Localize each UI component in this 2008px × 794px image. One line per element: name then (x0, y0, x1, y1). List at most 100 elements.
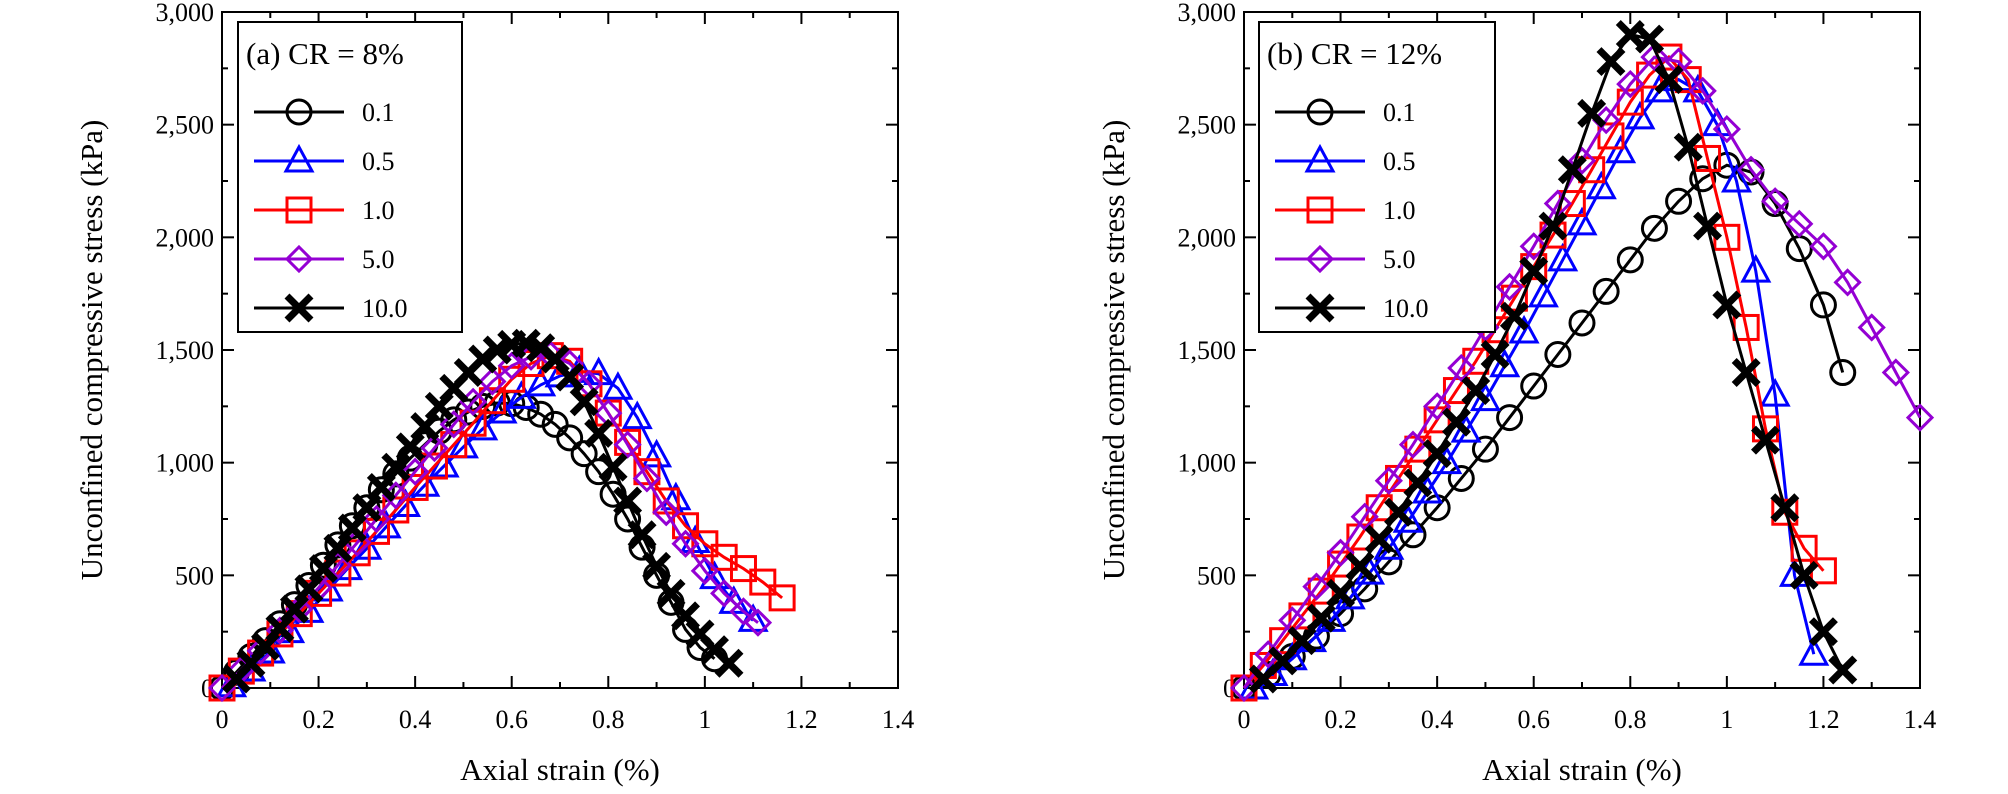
data-point (468, 344, 498, 374)
legend-label: 5.0 (362, 245, 395, 274)
data-point (1828, 655, 1858, 685)
data-point (627, 520, 657, 550)
data-point (690, 556, 719, 585)
chart-panel-a: 0 0.2 0.4 0.6 0.8 1 1.2 1.405001,0001,5002,0002… (74, 0, 914, 787)
data-point (1403, 468, 1433, 498)
y-axis-title: Unconfined compressive stress (kPa) (74, 120, 109, 581)
data-point (1857, 313, 1886, 342)
data-point (614, 428, 642, 456)
x-axis-title: Axial strain (%) (1482, 752, 1682, 787)
legend-label: 5.0 (1383, 245, 1416, 274)
x-tick-label: 0.6 (495, 705, 528, 734)
data-point (1422, 439, 1452, 469)
data-point (1350, 502, 1379, 531)
data-point (1751, 425, 1780, 455)
data-point (1881, 358, 1910, 387)
data-point (642, 551, 672, 581)
data-point (1441, 407, 1471, 437)
legend-marker (1306, 98, 1334, 126)
data-point (1720, 163, 1753, 193)
x-tick-label: 0.2 (1324, 705, 1357, 734)
data-point (1326, 578, 1356, 608)
data-point (1771, 498, 1799, 526)
data-point (1693, 211, 1723, 241)
data-point (1480, 340, 1510, 369)
data-point (1596, 47, 1626, 77)
data-point (1761, 187, 1790, 216)
data-point (1731, 358, 1761, 388)
data-point (1833, 268, 1862, 297)
data-point (555, 362, 585, 392)
legend-marker (284, 293, 314, 323)
data-point (410, 412, 440, 442)
data-point (381, 452, 411, 482)
data-point (1269, 627, 1297, 655)
data-point (1740, 253, 1772, 283)
legend-marker (284, 244, 314, 274)
legend-marker (1305, 293, 1335, 323)
x-tick-label: 1 (698, 705, 711, 734)
data-point (729, 555, 757, 583)
data-point (420, 433, 449, 463)
data-point (714, 648, 744, 678)
data-point (332, 551, 364, 581)
x-tick-label: 0.8 (1614, 705, 1647, 734)
x-axis-title: Axial strain (%) (460, 752, 660, 787)
x-tick-label: 0.8 (592, 705, 625, 734)
data-point (497, 351, 526, 380)
data-point (1789, 560, 1819, 590)
data-point (266, 620, 294, 648)
data-point (1592, 277, 1620, 305)
legend-marker (1306, 196, 1334, 224)
data-point (309, 551, 337, 579)
series-0.5 (216, 354, 769, 698)
data-point (1712, 290, 1742, 320)
data-point (1345, 551, 1375, 581)
x-tick-label: 0 (1238, 705, 1251, 734)
data-point (570, 440, 598, 468)
data-point (367, 476, 395, 504)
data-point (1761, 190, 1789, 218)
data-point (1566, 206, 1598, 236)
data-point (1770, 493, 1800, 523)
data-point (632, 464, 662, 493)
data-point (1461, 376, 1491, 406)
data-point (614, 505, 642, 533)
data-point (1499, 301, 1529, 331)
data-point (1557, 155, 1587, 185)
y-tick-label: 2,000 (1178, 223, 1237, 252)
data-point (467, 411, 499, 441)
data-point (370, 509, 402, 539)
data-point (1568, 309, 1596, 337)
y-tick-label: 3,000 (1178, 0, 1237, 27)
data-point (395, 432, 425, 462)
data-point (749, 568, 777, 596)
series-line (1243, 163, 1845, 690)
legend-box (237, 21, 463, 333)
y-tick-label: 500 (175, 561, 214, 590)
legend-marker (283, 143, 315, 173)
data-point (1489, 348, 1521, 378)
series-10.0 (1248, 20, 1858, 694)
y-tick-label: 500 (1197, 561, 1236, 590)
data-point (743, 608, 773, 637)
data-point (323, 533, 353, 563)
legend-label: 0.5 (362, 147, 395, 176)
data-point (1809, 291, 1837, 319)
y-tick-label: 2,500 (1178, 111, 1237, 140)
data-point (768, 584, 796, 612)
data-point (1585, 170, 1617, 200)
data-point (598, 452, 628, 482)
data-point (1635, 24, 1665, 54)
data-point (1374, 466, 1403, 495)
data-point (1785, 209, 1814, 238)
data-point (1287, 626, 1317, 656)
data-point (613, 486, 643, 516)
data-point (641, 438, 673, 468)
legend-marker (285, 196, 313, 224)
data-point (1616, 69, 1645, 99)
y-tick-label: 1,500 (1178, 336, 1237, 365)
data-point (324, 531, 352, 559)
data-point (1616, 246, 1644, 274)
chart-panel-b: 0 0.2 0.4 0.6 0.8 1 1.2 1.405001,0001,5002,0002… (1096, 0, 1936, 787)
